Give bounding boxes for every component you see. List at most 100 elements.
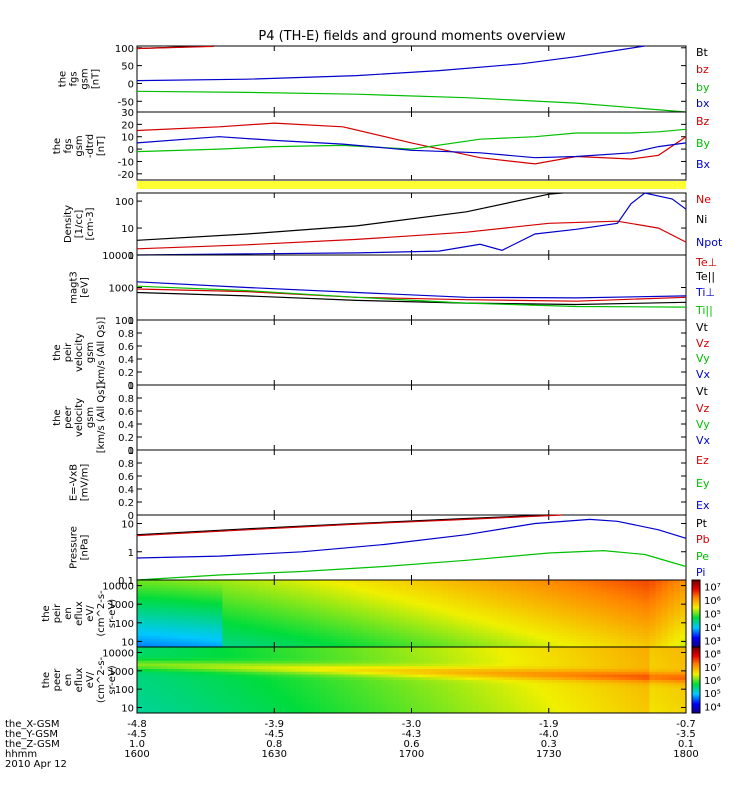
heatmap-cell (295, 599, 303, 603)
heatmap-cell (594, 635, 602, 640)
heatmap-cell (246, 635, 254, 640)
heatmap-cell (448, 627, 455, 631)
heatmap-cell (429, 633, 437, 637)
heatmap-cell (527, 635, 534, 640)
heatmap-cell (460, 702, 467, 706)
heatmap-cell (307, 621, 315, 626)
heatmap-cell (460, 688, 467, 692)
heatmap-cell (484, 644, 492, 648)
colorbar-segment (692, 616, 700, 620)
heatmap-cell (289, 652, 297, 656)
heatmap-cell (191, 621, 199, 626)
heatmap-cell (637, 607, 644, 612)
heatmap-cell (216, 613, 223, 617)
heatmap-cell (381, 652, 388, 656)
heatmap-cell (429, 610, 437, 614)
heatmap-cell (521, 674, 528, 678)
heatmap-cell (179, 688, 187, 692)
heatmap-cell (625, 699, 632, 703)
heatmap-cell (618, 591, 626, 595)
heatmap-cell (539, 605, 547, 609)
heatmap-cell (161, 593, 168, 598)
heatmap-cell (649, 591, 656, 595)
heatmap-cell (570, 585, 577, 589)
y-axis-label-line: eV/ (85, 671, 96, 688)
heatmap-cell (374, 630, 382, 634)
heatmap-cell (198, 607, 205, 612)
y-axis-label-line: Pressure (69, 526, 80, 569)
heatmap-cell (326, 610, 333, 614)
heatmap-cell (429, 605, 437, 609)
heatmap-cell (496, 619, 504, 623)
heatmap-cell (625, 647, 632, 651)
heatmap-cell (405, 674, 412, 678)
colorbar-segment (692, 663, 700, 666)
heatmap-cell (667, 680, 675, 684)
heatmap-cell (472, 702, 480, 706)
heatmap-cell (679, 591, 687, 595)
heatmap-cell (655, 663, 663, 667)
heatmap-cell (582, 621, 589, 626)
heatmap-cell (405, 613, 412, 617)
heatmap-cell (271, 669, 278, 673)
heatmap-cell (649, 707, 656, 711)
heatmap-cell (368, 663, 376, 667)
heatmap-cell (442, 593, 449, 598)
heatmap-cell (417, 602, 425, 606)
heatmap-cell (570, 680, 577, 684)
heatmap-cell (454, 699, 461, 703)
heatmap-cell (368, 652, 376, 656)
heatmap-cell (222, 582, 229, 587)
heatmap-cell (137, 655, 144, 659)
heatmap-cell (374, 707, 382, 711)
heatmap-cell (301, 582, 309, 587)
heatmap-cell (216, 685, 223, 689)
heatmap-cell (564, 607, 571, 612)
heatmap-cell (472, 633, 480, 637)
heatmap-cell (185, 693, 193, 697)
heatmap-cell (649, 630, 656, 634)
y-tick-label: 0.6 (118, 407, 134, 418)
heatmap-cell (503, 591, 510, 595)
heatmap-cell (167, 591, 175, 595)
heatmap-cell (466, 621, 473, 626)
heatmap-cell (588, 677, 595, 681)
colorbar-segment (692, 580, 700, 583)
heatmap-cell (612, 655, 620, 659)
heatmap-cell (191, 704, 199, 708)
heatmap-cell (143, 627, 150, 631)
heatmap-cell (283, 582, 290, 587)
y-axis-label-line: peir (63, 342, 74, 362)
heatmap-cell (490, 652, 498, 656)
heatmap-cell (570, 644, 577, 648)
heatmap-cell (600, 710, 608, 714)
heatmap-cell (631, 610, 638, 614)
heatmap-cell (667, 707, 675, 711)
heatmap-cell (393, 669, 400, 673)
heatmap-cell (582, 655, 589, 659)
heatmap-cell (472, 691, 480, 695)
heatmap-cell (509, 647, 516, 651)
heatmap-cell (478, 591, 486, 595)
heatmap-cell (149, 591, 156, 595)
heatmap-cell (179, 585, 187, 589)
heatmap-cell (545, 652, 553, 656)
heatmap-cell (655, 691, 663, 695)
heatmap-cell (228, 580, 236, 584)
heatmap-cell (387, 596, 394, 601)
heatmap-cell (289, 624, 297, 628)
heatmap-cell (429, 596, 437, 601)
heatmap-cell (655, 652, 663, 656)
heatmap-cell (594, 616, 602, 620)
heatmap-cell (149, 596, 156, 601)
heatmap-cell (216, 633, 223, 637)
heatmap-cell (368, 691, 376, 695)
heatmap-cell (509, 685, 516, 689)
heatmap-cell (442, 647, 449, 651)
heatmap-cell (313, 582, 321, 587)
heatmap-cell (454, 663, 461, 667)
heatmap-cell (515, 610, 522, 614)
heatmap-cell (143, 602, 150, 606)
heatmap-cell (137, 616, 144, 620)
